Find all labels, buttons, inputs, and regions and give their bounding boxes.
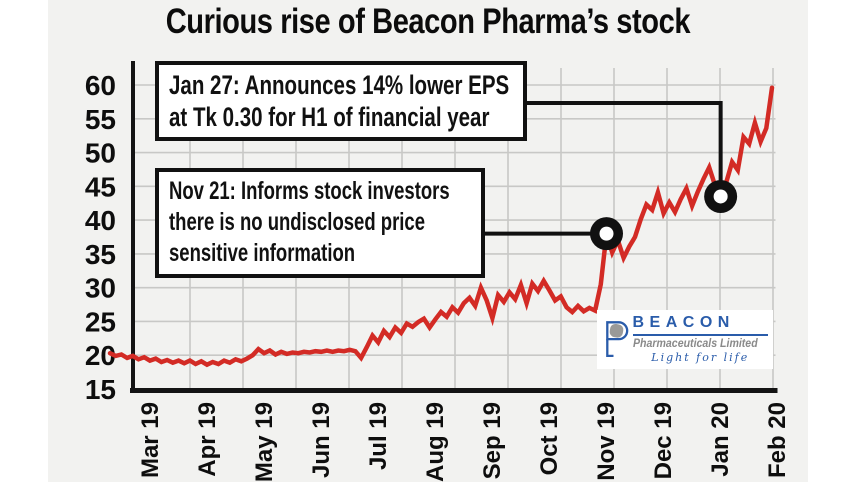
annotation-nov21-line3: sensitive information <box>169 239 356 267</box>
x-tick-label: Mar 19 <box>137 402 164 478</box>
x-tick-label: May 19 <box>251 402 278 482</box>
y-tick-label: 50 <box>85 138 116 169</box>
x-tick-label: Jan 20 <box>707 402 734 477</box>
beacon-logo-text: BEACON Pharmaceuticals Limited Light for… <box>632 314 768 365</box>
y-tick-label: 60 <box>85 70 116 101</box>
chart-title: Curious rise of Beacon Pharma’s stock <box>48 2 808 42</box>
chart-title-text: Curious rise of Beacon Pharma’s stock <box>165 2 691 41</box>
annotation-jan27-line2: at Tk 0.30 for H1 of financial year <box>169 102 490 132</box>
y-tick-label: 30 <box>85 273 116 304</box>
x-tick-label: Sep 19 <box>479 402 506 479</box>
y-tick-label: 40 <box>85 205 116 236</box>
logo-tagline: Light for life <box>651 351 750 365</box>
annotation-box-jan27: Jan 27: Announces 14% lower EPS at Tk 0.… <box>155 61 527 141</box>
y-tick-label: 25 <box>85 306 116 337</box>
annotation-nov21-line2: there is no undisclosed price <box>169 208 425 236</box>
y-tick-label: 55 <box>85 104 116 135</box>
x-tick-label: Apr 19 <box>194 402 221 477</box>
annotation-box-nov21: Nov 21: Informs stock investors there is… <box>155 168 485 278</box>
callout-ring-center-nov21 <box>599 226 614 241</box>
y-tick-label: 45 <box>85 171 116 202</box>
logo-brand: BEACON <box>632 314 768 337</box>
annotation-jan27-line1: Jan 27: Announces 14% lower EPS <box>169 70 510 100</box>
beacon-logo-mark-icon <box>606 320 629 357</box>
annotation-nov21-line1: Nov 21: Informs stock investors <box>169 177 450 205</box>
y-tick-label: 15 <box>85 374 116 405</box>
x-tick-label: Jul 19 <box>365 402 392 470</box>
beacon-logo: BEACON Pharmaceuticals Limited Light for… <box>597 310 773 369</box>
y-tick-label: 35 <box>85 239 116 270</box>
price-line <box>107 85 775 368</box>
x-tick-label: Oct 19 <box>536 402 563 475</box>
x-tick-label: Nov 19 <box>593 402 620 481</box>
x-tick-label: Jun 19 <box>308 402 335 478</box>
x-tick-label: Aug 19 <box>422 402 449 482</box>
x-tick-label: Dec 19 <box>650 402 677 479</box>
logo-subtitle: Pharmaceuticals Limited <box>632 338 758 351</box>
x-tick-label: Feb 20 <box>764 402 791 478</box>
callout-ring-center-jan27 <box>713 189 728 204</box>
connector-jan27 <box>523 101 723 197</box>
